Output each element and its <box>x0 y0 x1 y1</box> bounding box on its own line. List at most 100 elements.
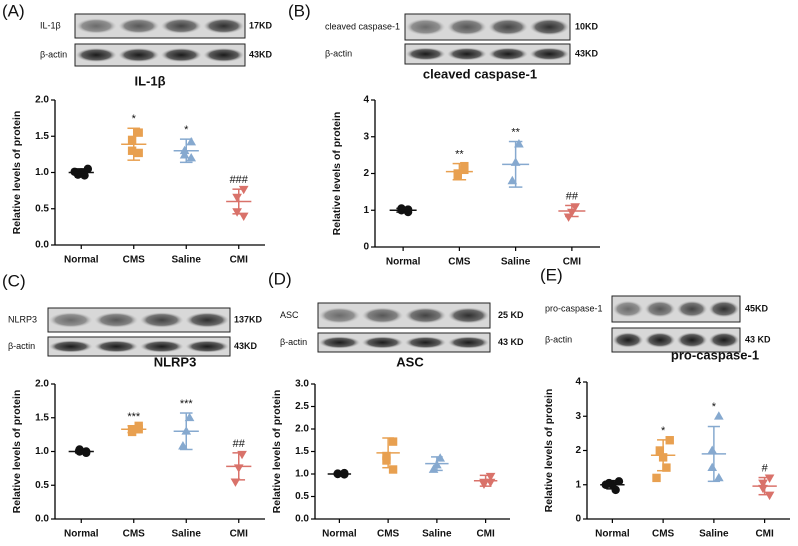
data-point <box>662 463 671 472</box>
significance: ** <box>455 148 464 160</box>
x-tick-label: Saline <box>699 529 729 540</box>
data-point <box>563 213 574 222</box>
blot-strip <box>404 43 571 65</box>
blot-band <box>94 340 139 353</box>
x-tick-label: CMI <box>230 255 249 266</box>
data-point <box>134 128 143 137</box>
y-tick-label: 3.0 <box>295 379 309 390</box>
y-tick-label: 1.0 <box>295 469 309 480</box>
data-point <box>178 441 188 450</box>
blot-protein: β-actin <box>40 49 67 59</box>
significance: ### <box>230 174 249 186</box>
data-point <box>665 436 674 445</box>
blot-band <box>447 47 487 61</box>
blot-band <box>529 47 570 61</box>
x-tick-label: Normal <box>64 255 99 266</box>
blot-band <box>118 47 160 63</box>
blot-strip <box>47 336 231 357</box>
y-tick-label: 0.5 <box>295 491 309 502</box>
data-point <box>713 472 724 482</box>
y-tick-label: 2 <box>363 168 369 179</box>
y-tick-label: 1.5 <box>35 131 49 142</box>
blot-band <box>447 307 490 324</box>
blot-band <box>361 336 404 349</box>
y-tick-label: 2.0 <box>35 95 49 106</box>
y-tick-label: 0.5 <box>35 203 49 214</box>
blot-size: 25 KD <box>498 310 524 320</box>
blot-band <box>75 18 117 34</box>
chart-title: NLRP3 <box>154 354 197 369</box>
chart-title: ASC <box>396 354 424 369</box>
blot-protein: NLRP3 <box>8 314 37 324</box>
blot-size: 17KD <box>249 20 273 30</box>
y-tick-label: 1 <box>575 479 581 490</box>
blot-band <box>612 300 644 318</box>
blot-band <box>612 332 644 348</box>
y-tick-label: 1.5 <box>35 412 49 423</box>
blot-protein: β-actin <box>8 341 35 351</box>
y-tick-label: 4 <box>575 377 581 388</box>
data-point <box>382 456 391 465</box>
blot-band <box>48 340 93 353</box>
y-tick-label: 3 <box>575 411 581 422</box>
y-axis-label: Relative levels of protein <box>331 112 343 236</box>
blot-band <box>447 18 487 36</box>
blot-band <box>185 312 230 328</box>
y-tick-label: 0 <box>575 514 581 525</box>
blot-band <box>139 312 184 328</box>
data-point <box>184 412 195 422</box>
x-tick-label: CMI <box>563 257 582 268</box>
chart-title: pro-caspase-1 <box>671 347 759 362</box>
y-tick-label: 2 <box>575 445 581 456</box>
data-point <box>460 165 469 175</box>
x-tick-label: Normal <box>595 529 630 540</box>
blot-protein: β-actin <box>325 48 352 58</box>
blot-protein: β-actin <box>545 334 572 344</box>
significance: * <box>132 113 137 125</box>
blot-band <box>139 340 184 353</box>
blot-band <box>644 300 676 318</box>
blot-protein: β-actin <box>280 337 307 347</box>
x-tick-label: CMS <box>377 529 400 540</box>
significance: # <box>762 462 769 474</box>
x-tick-label: CMS <box>123 255 146 266</box>
data-point <box>764 491 775 501</box>
data-point <box>764 474 775 483</box>
y-tick-label: 1.0 <box>35 167 49 178</box>
blot-band <box>75 47 117 63</box>
y-tick-label: 0.0 <box>295 514 309 525</box>
x-tick-label: CMS <box>448 257 471 268</box>
data-point <box>179 145 190 155</box>
data-point <box>758 479 768 489</box>
data-point <box>611 485 620 495</box>
blot-size: 10KD <box>575 21 599 31</box>
blot-size: 43KD <box>234 341 258 351</box>
data-point <box>179 150 190 159</box>
y-tick-label: 2.0 <box>295 424 309 435</box>
y-tick-label: 0.0 <box>35 514 49 525</box>
data-point <box>758 484 768 494</box>
blot-protein: ASC <box>280 310 299 320</box>
panel-label: (A) <box>2 1 25 20</box>
blot-band <box>160 18 202 34</box>
data-point <box>479 480 489 489</box>
x-tick-label: Normal <box>386 257 421 268</box>
chart-title: IL-1β <box>134 73 165 88</box>
significance: * <box>184 124 189 136</box>
blot-band <box>644 332 676 348</box>
blot-band <box>404 336 447 349</box>
y-tick-label: 0.5 <box>35 480 49 491</box>
blot-protein: pro-caspase-1 <box>545 303 603 313</box>
blot-band <box>318 307 361 324</box>
blot-band <box>676 300 708 318</box>
y-tick-label: 2.0 <box>35 379 49 390</box>
x-tick-label: CMS <box>652 529 675 540</box>
y-tick-label: 1.5 <box>295 446 309 457</box>
blot-size: 137KD <box>234 314 263 324</box>
blot-band <box>404 307 447 324</box>
blot-band <box>488 18 528 36</box>
blot-size: 43 KD <box>745 334 771 344</box>
data-point <box>388 465 398 474</box>
significance: ** <box>511 126 520 138</box>
